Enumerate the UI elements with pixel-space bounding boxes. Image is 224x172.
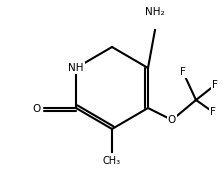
Text: O: O <box>168 115 176 125</box>
Text: CH₃: CH₃ <box>103 156 121 166</box>
Text: F: F <box>212 80 218 90</box>
Text: NH₂: NH₂ <box>145 7 165 17</box>
Text: NH: NH <box>68 63 84 73</box>
Text: F: F <box>210 107 216 117</box>
Text: O: O <box>33 105 41 115</box>
Text: F: F <box>180 67 186 77</box>
